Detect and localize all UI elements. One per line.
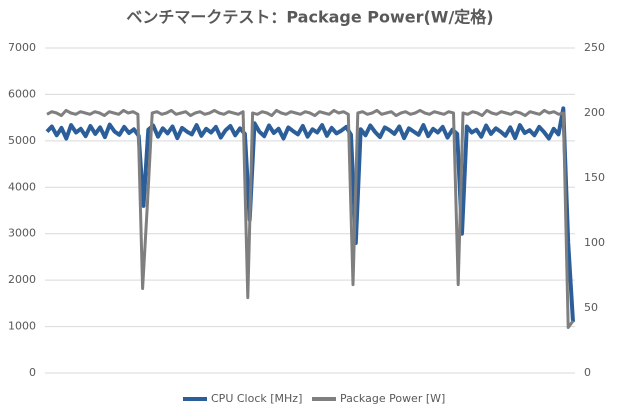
y2-tick-label: 50: [584, 301, 598, 314]
legend-item: Package Power [W]: [312, 392, 445, 405]
y-tick-label: 2000: [8, 273, 36, 286]
y-tick-label: 7000: [8, 41, 36, 54]
chart-title: ベンチマークテスト：Package Power(W/定格): [126, 8, 493, 27]
y-tick-label: 5000: [8, 134, 36, 147]
y2-tick-label: 0: [584, 366, 591, 379]
y-tick-label: 6000: [8, 87, 36, 100]
y-tick-label: 1000: [8, 320, 36, 333]
y-tick-label: 3000: [8, 227, 36, 240]
y-tick-label: 0: [29, 366, 36, 379]
y2-tick-label: 100: [584, 236, 605, 249]
legend-label: CPU Clock [MHz]: [211, 392, 302, 405]
y-tick-label: 4000: [8, 180, 36, 193]
legend-label: Package Power [W]: [340, 392, 445, 405]
y2-tick-label: 200: [584, 106, 605, 119]
series-line: [45, 106, 575, 323]
y2-tick-label: 150: [584, 171, 605, 184]
y2-tick-label: 250: [584, 41, 605, 54]
series-line: [46, 108, 575, 329]
legend-item: CPU Clock [MHz]: [183, 392, 302, 405]
